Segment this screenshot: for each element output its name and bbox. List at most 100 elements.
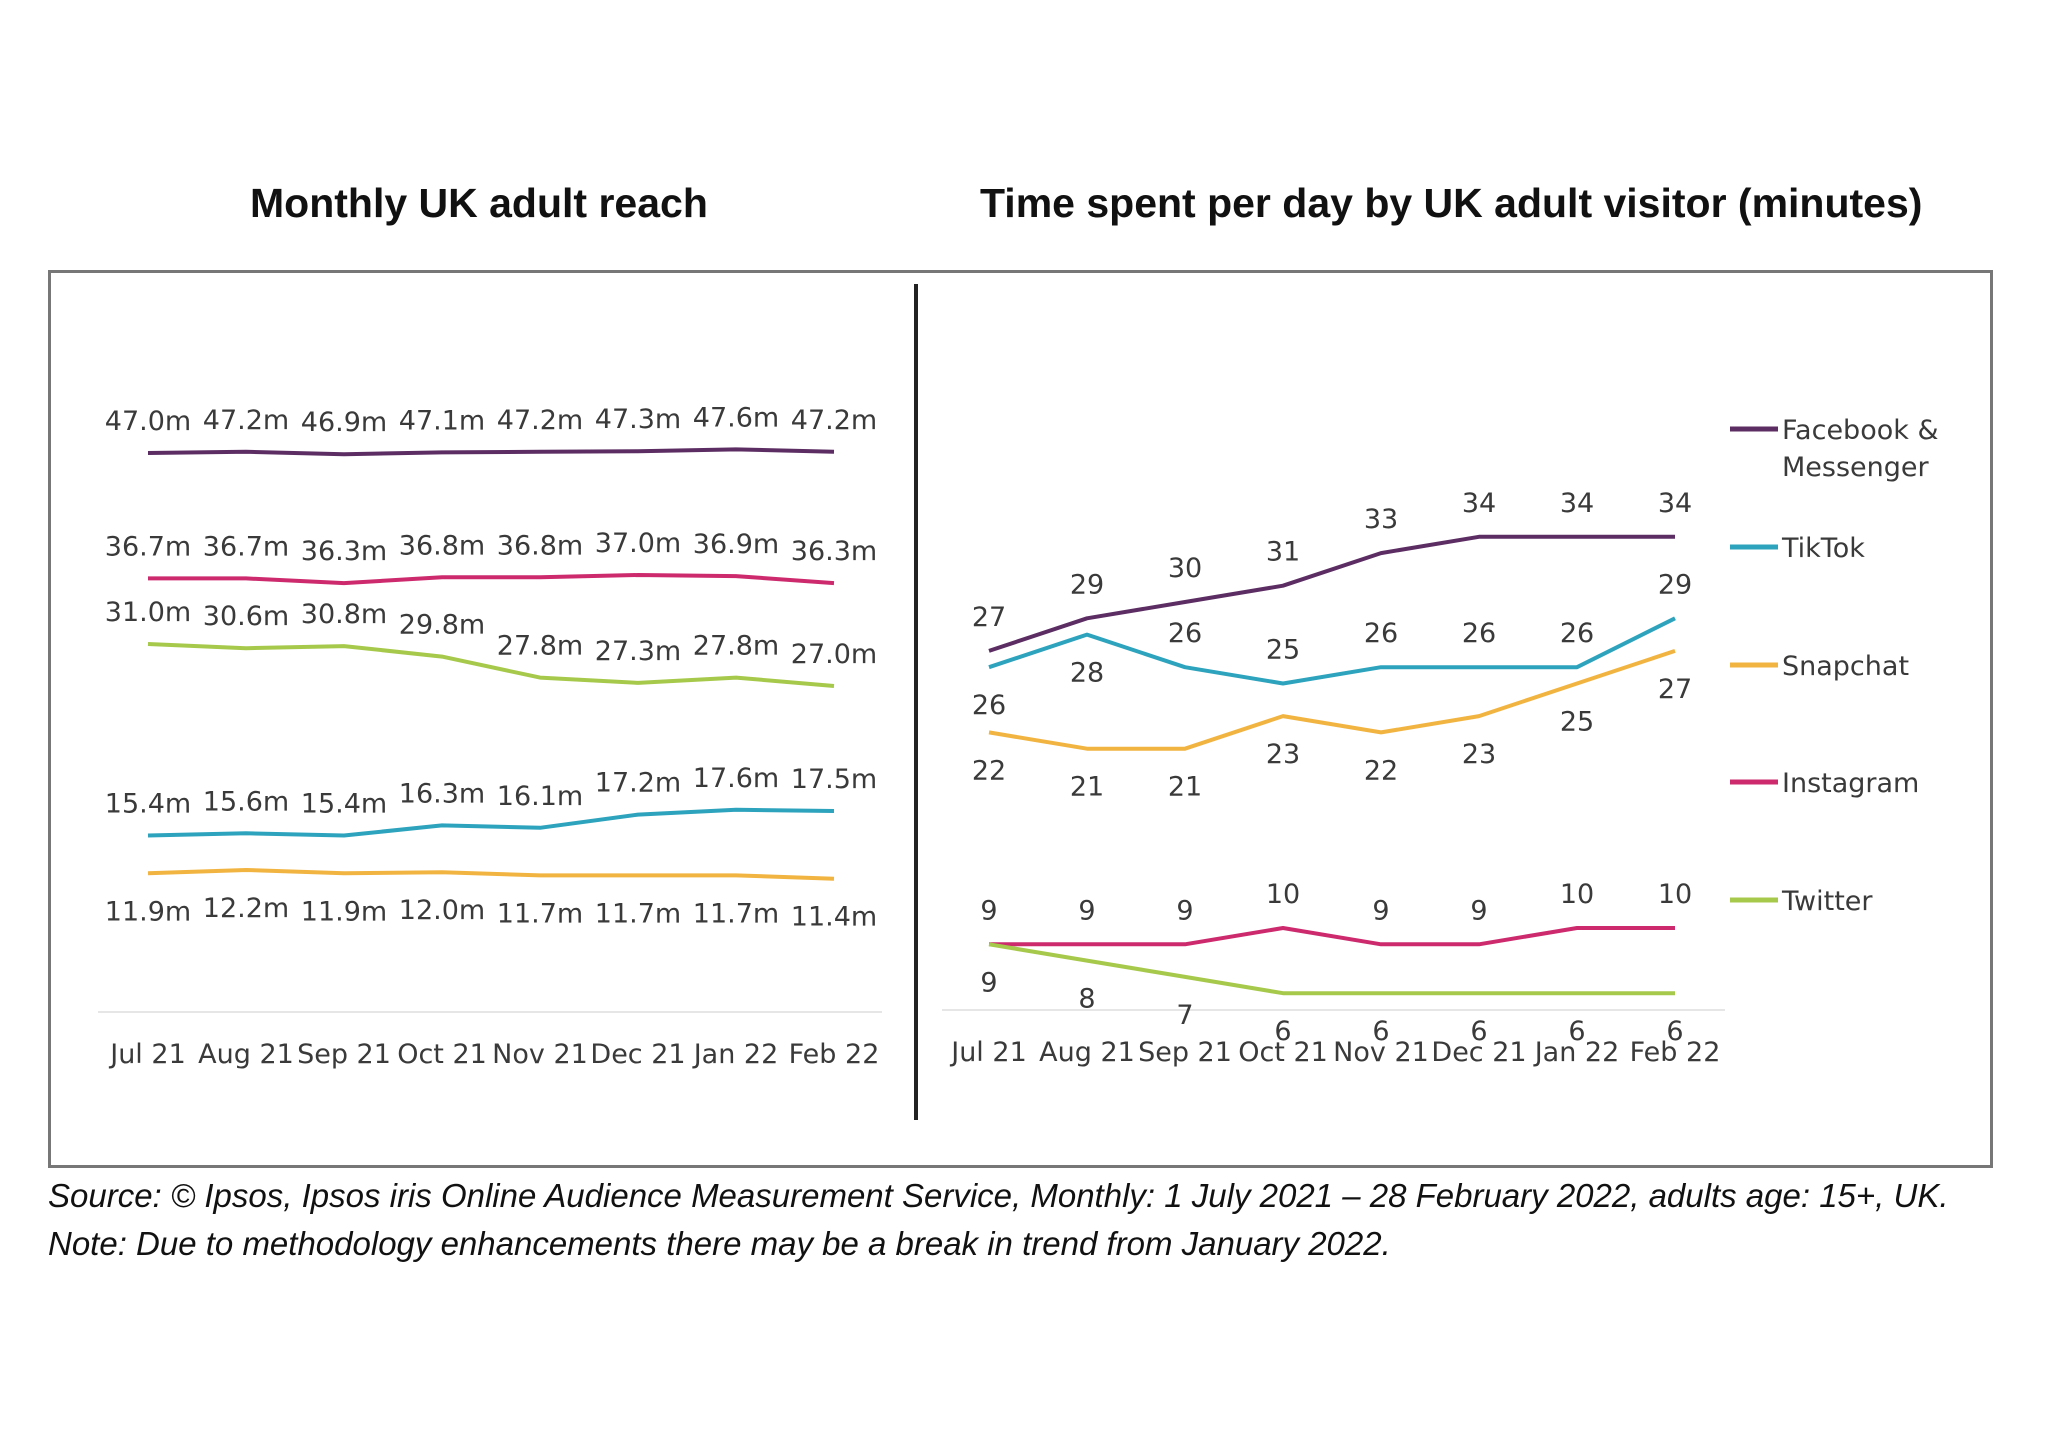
right-data-label-tiktok: 26 bbox=[1462, 618, 1496, 649]
right-x-tick-label: Nov 21 bbox=[1333, 1037, 1429, 1068]
left-data-label-snapchat: 12.0m bbox=[399, 895, 485, 926]
left-data-label-instagram: 36.8m bbox=[497, 530, 583, 561]
right-x-tick-label: Sep 21 bbox=[1138, 1037, 1232, 1068]
left-x-tick-label: Jul 21 bbox=[108, 1039, 186, 1070]
right-x-tick-label: Oct 21 bbox=[1238, 1037, 1328, 1068]
right-series-line-instagram bbox=[989, 926, 1675, 947]
right-x-tick-label: Jan 22 bbox=[1533, 1037, 1620, 1068]
right-x-tick-label: Feb 22 bbox=[1630, 1037, 1721, 1068]
left-data-label-facebook-and-messenger: 47.3m bbox=[595, 404, 681, 435]
left-data-label-snapchat: 11.9m bbox=[105, 896, 191, 927]
legend-label: Twitter bbox=[1781, 886, 1873, 917]
left-data-label-snapchat: 11.4m bbox=[791, 902, 877, 933]
right-data-label-facebook-and-messenger: 33 bbox=[1364, 504, 1398, 535]
right-data-label-snapchat: 21 bbox=[1070, 772, 1104, 803]
right-data-label-twitter: 8 bbox=[1078, 984, 1095, 1015]
left-data-label-instagram: 36.8m bbox=[399, 530, 485, 561]
right-data-label-tiktok: 25 bbox=[1266, 635, 1300, 666]
left-data-label-twitter: 27.8m bbox=[693, 631, 779, 662]
left-data-label-facebook-and-messenger: 47.6m bbox=[693, 402, 779, 433]
left-series-line-facebook-and-messenger bbox=[147, 447, 835, 457]
left-data-label-instagram: 36.7m bbox=[105, 531, 191, 562]
left-x-tick-label: Aug 21 bbox=[198, 1039, 294, 1070]
right-data-label-facebook-and-messenger: 29 bbox=[1070, 569, 1104, 600]
left-x-tick-label: Jan 22 bbox=[692, 1039, 779, 1070]
left-data-label-snapchat: 12.2m bbox=[203, 893, 289, 924]
left-data-label-tiktok: 15.4m bbox=[105, 789, 191, 820]
right-x-tick-label: Aug 21 bbox=[1039, 1037, 1135, 1068]
right-data-label-instagram: 9 bbox=[1078, 895, 1095, 926]
left-data-label-tiktok: 17.5m bbox=[791, 764, 877, 795]
right-data-label-instagram: 10 bbox=[1266, 879, 1300, 910]
left-data-label-facebook-and-messenger: 47.0m bbox=[105, 406, 191, 437]
right-data-label-twitter: 6 bbox=[1372, 1016, 1389, 1047]
left-data-label-snapchat: 11.9m bbox=[301, 896, 387, 927]
right-data-label-tiktok: 28 bbox=[1070, 658, 1104, 689]
right-data-label-snapchat: 23 bbox=[1462, 739, 1496, 770]
right-data-label-instagram: 9 bbox=[1470, 895, 1487, 926]
right-data-label-facebook-and-messenger: 31 bbox=[1266, 537, 1300, 568]
legend-label: Instagram bbox=[1782, 768, 1919, 799]
right-data-label-twitter: 6 bbox=[1274, 1016, 1291, 1047]
right-series-line-facebook-and-messenger bbox=[988, 534, 1675, 653]
legend-label: TikTok bbox=[1781, 533, 1865, 564]
left-data-label-twitter: 30.6m bbox=[203, 601, 289, 632]
left-chart-reach: Jul 21 Aug 21 Sep 21 Oct 21 Nov 21 Dec 21 Jan … bbox=[98, 402, 882, 1070]
legend-item-tiktok: TikTok bbox=[1730, 533, 1865, 564]
chart-frame bbox=[48, 270, 1993, 1168]
right-data-label-facebook-and-messenger: 34 bbox=[1462, 488, 1496, 519]
legend: Facebook & Messenger TikTok Snapchat Instagr… bbox=[1730, 415, 1939, 917]
right-data-label-facebook-and-messenger: 34 bbox=[1560, 488, 1594, 519]
right-data-label-snapchat: 21 bbox=[1168, 772, 1202, 803]
right-data-label-tiktok: 26 bbox=[1168, 618, 1202, 649]
left-data-label-snapchat: 11.7m bbox=[595, 898, 681, 929]
right-data-label-instagram: 10 bbox=[1560, 879, 1594, 910]
left-data-label-instagram: 36.3m bbox=[301, 536, 387, 567]
right-data-label-snapchat: 25 bbox=[1560, 707, 1594, 738]
right-chart-time-spent: Jul 21 Aug 21 Sep 21 Oct 21 Nov 21 Dec 21 Jan … bbox=[942, 488, 1725, 1068]
left-data-label-snapchat: 11.7m bbox=[497, 898, 583, 929]
left-data-label-facebook-and-messenger: 47.2m bbox=[497, 405, 583, 436]
right-data-label-instagram: 9 bbox=[1372, 895, 1389, 926]
left-series-line-instagram bbox=[148, 573, 835, 586]
left-x-tick-label: Feb 22 bbox=[789, 1039, 880, 1070]
left-data-label-tiktok: 17.6m bbox=[693, 763, 779, 794]
left-data-label-instagram: 36.3m bbox=[791, 536, 877, 567]
right-data-label-instagram: 9 bbox=[1176, 895, 1193, 926]
left-data-label-twitter: 31.0m bbox=[105, 597, 191, 628]
legend-item-snapchat: Snapchat bbox=[1730, 651, 1909, 682]
left-data-label-twitter: 27.0m bbox=[791, 639, 877, 670]
legend-item-twitter: Twitter bbox=[1730, 886, 1873, 917]
right-data-label-twitter: 6 bbox=[1470, 1016, 1487, 1047]
right-chart-title: Time spent per day by UK adult visitor (… bbox=[980, 180, 1923, 226]
left-data-label-tiktok: 17.2m bbox=[595, 768, 681, 799]
left-data-label-snapchat: 11.7m bbox=[693, 898, 779, 929]
right-series-line-tiktok bbox=[988, 616, 1676, 686]
left-chart-title: Monthly UK adult reach bbox=[250, 180, 708, 226]
legend-label: Snapchat bbox=[1782, 651, 1909, 682]
left-data-label-facebook-and-messenger: 47.1m bbox=[399, 405, 485, 436]
left-data-label-instagram: 36.9m bbox=[693, 529, 779, 560]
right-x-tick-label: Dec 21 bbox=[1431, 1037, 1526, 1068]
left-data-label-twitter: 30.8m bbox=[301, 599, 387, 630]
right-data-label-twitter: 9 bbox=[980, 967, 997, 998]
right-data-label-snapchat: 22 bbox=[972, 755, 1006, 786]
right-data-label-twitter: 6 bbox=[1568, 1016, 1585, 1047]
right-data-label-tiktok: 26 bbox=[1560, 618, 1594, 649]
right-x-tick-label: Jul 21 bbox=[949, 1037, 1027, 1068]
right-data-label-tiktok: 26 bbox=[972, 690, 1006, 721]
left-data-label-tiktok: 16.3m bbox=[399, 778, 485, 809]
right-data-label-snapchat: 22 bbox=[1364, 755, 1398, 786]
left-data-label-tiktok: 15.4m bbox=[301, 789, 387, 820]
right-data-label-twitter: 6 bbox=[1666, 1016, 1683, 1047]
left-data-label-twitter: 29.8m bbox=[399, 610, 485, 641]
right-series-line-twitter bbox=[988, 942, 1675, 996]
right-data-label-facebook-and-messenger: 27 bbox=[972, 602, 1006, 633]
right-data-label-instagram: 10 bbox=[1658, 879, 1692, 910]
right-data-label-tiktok: 26 bbox=[1364, 618, 1398, 649]
legend-label: Facebook & bbox=[1782, 415, 1939, 446]
chart-divider bbox=[914, 284, 918, 1120]
left-data-label-facebook-and-messenger: 47.2m bbox=[203, 405, 289, 436]
right-series-line-snapchat bbox=[988, 649, 1676, 751]
